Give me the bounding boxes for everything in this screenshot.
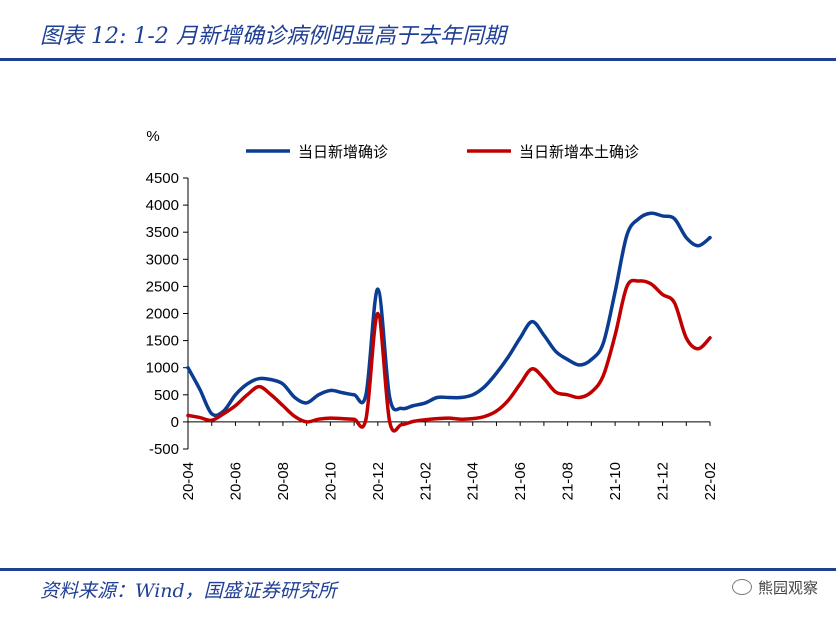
chart-title: 图表 12: 1-2 月新增确诊病例明显高于去年同期 <box>40 24 506 49</box>
x-tick-label: 20-06 <box>227 462 244 500</box>
y-tick-label: 0 <box>171 414 179 431</box>
series-line-1 <box>186 211 712 418</box>
y-tick-label: 1500 <box>146 333 179 350</box>
x-tick-label: 20-08 <box>275 462 292 500</box>
y-tick-label: 500 <box>154 387 179 404</box>
x-tick-label: 22-02 <box>702 462 719 500</box>
watermark: 熊园观察 <box>731 577 818 598</box>
legend-label-2: 当日新增本土确诊 <box>519 143 639 161</box>
source-note: 资料来源：Wind，国盛证券研究所 <box>40 580 337 602</box>
y-axis-unit: % <box>146 128 159 145</box>
y-tick-label: 2000 <box>146 306 179 323</box>
y-tick-label: 4000 <box>146 197 179 214</box>
y-tick-label: 3000 <box>146 251 179 268</box>
x-tick-label: 21-08 <box>560 462 577 500</box>
x-tick-label: 21-04 <box>465 462 482 500</box>
legend-label-1: 当日新增确诊 <box>298 143 388 161</box>
y-tick-label: -500 <box>149 441 179 458</box>
y-tick-label: 4500 <box>146 170 179 187</box>
x-tick-label: 20-04 <box>180 462 197 500</box>
y-tick-label: 1000 <box>146 360 179 377</box>
watermark-text: 熊园观察 <box>757 579 818 597</box>
y-tick-label: 2500 <box>146 278 179 295</box>
series-line-2 <box>186 278 712 433</box>
x-tick-label: 21-02 <box>417 462 434 500</box>
x-tick-label: 21-12 <box>655 462 672 500</box>
x-tick-label: 20-10 <box>322 462 339 500</box>
x-tick-label: 20-12 <box>370 462 387 500</box>
footer-rule <box>0 568 836 571</box>
y-tick-label: 3500 <box>146 224 179 241</box>
title-rule <box>0 58 836 61</box>
x-tick-label: 21-10 <box>607 462 624 500</box>
x-tick-label: 21-06 <box>512 462 529 500</box>
wechat-icon <box>731 579 752 595</box>
